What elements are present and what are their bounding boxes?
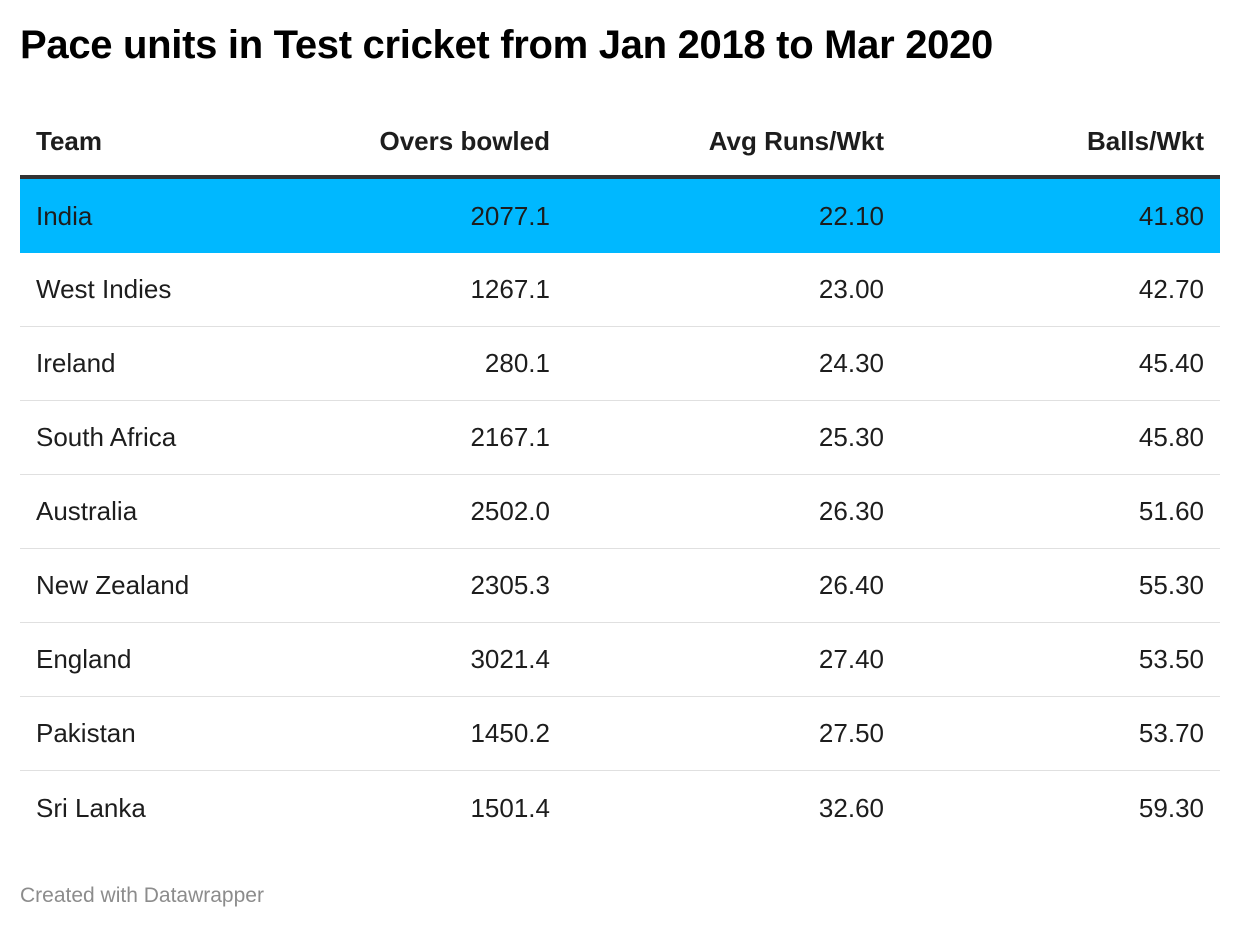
cell-team: Australia xyxy=(36,496,138,526)
column-header-overs-bowled: Overs bowled xyxy=(379,126,551,156)
cell-overs-bowled: 2167.1 xyxy=(470,422,550,452)
column-header-avg-runs-per-wkt: Avg Runs/Wkt xyxy=(708,126,884,156)
table-body: India 2077.1 22.10 41.80 West Indies 1267.1 23… xyxy=(20,179,1220,845)
table-row: Ireland 280.1 24.30 45.40 xyxy=(20,327,1220,401)
table-row: England 3021.4 27.40 53.50 xyxy=(20,623,1220,697)
cell-overs-bowled: 3021.4 xyxy=(470,644,550,674)
cell-avg-runs-per-wkt: 22.10 xyxy=(818,200,884,231)
data-table: Team Overs bowled Avg Runs/Wkt Balls/Wkt… xyxy=(20,108,1220,845)
cell-balls-per-wkt: 42.70 xyxy=(1138,274,1204,304)
cell-avg-runs-per-wkt: 26.30 xyxy=(818,496,884,526)
cell-overs-bowled: 1267.1 xyxy=(470,274,550,304)
cell-team: Ireland xyxy=(36,348,116,378)
column-header-balls-per-wkt: Balls/Wkt xyxy=(1086,126,1204,156)
cell-avg-runs-per-wkt: 23.00 xyxy=(818,274,884,304)
table-row: South Africa 2167.1 25.30 45.80 xyxy=(20,401,1220,475)
table-row: West Indies 1267.1 23.00 42.70 xyxy=(20,253,1220,327)
cell-overs-bowled: 1450.2 xyxy=(470,718,550,748)
table-header-row: Team Overs bowled Avg Runs/Wkt Balls/Wkt xyxy=(20,108,1220,179)
cell-balls-per-wkt: 41.80 xyxy=(1138,200,1204,231)
table-row: Sri Lanka 1501.4 32.60 59.30 xyxy=(20,771,1220,845)
cell-avg-runs-per-wkt: 32.60 xyxy=(818,792,884,823)
table-row: Pakistan 1450.2 27.50 53.70 xyxy=(20,697,1220,771)
cell-balls-per-wkt: 53.70 xyxy=(1138,718,1204,748)
cell-balls-per-wkt: 53.50 xyxy=(1138,644,1204,674)
cell-balls-per-wkt: 51.60 xyxy=(1138,496,1204,526)
cell-team: New Zealand xyxy=(36,570,190,600)
cell-team: India xyxy=(36,200,93,231)
cell-avg-runs-per-wkt: 25.30 xyxy=(818,422,884,452)
cell-balls-per-wkt: 45.80 xyxy=(1138,422,1204,452)
column-header-team: Team xyxy=(36,126,102,156)
cell-avg-runs-per-wkt: 27.50 xyxy=(818,718,884,748)
cell-overs-bowled: 2502.0 xyxy=(470,496,550,526)
table-row: Australia 2502.0 26.30 51.60 xyxy=(20,475,1220,549)
cell-overs-bowled: 280.1 xyxy=(484,348,550,378)
table-row: India 2077.1 22.10 41.80 xyxy=(20,179,1220,253)
table-row: New Zealand 2305.3 26.40 55.30 xyxy=(20,549,1220,623)
cell-team: Pakistan xyxy=(36,718,136,748)
cell-avg-runs-per-wkt: 26.40 xyxy=(818,570,884,600)
footer-credit: Created with Datawrapper xyxy=(20,884,264,907)
cell-overs-bowled: 2305.3 xyxy=(470,570,550,600)
cell-team: West Indies xyxy=(36,274,172,304)
chart-title: Pace units in Test cricket from Jan 2018… xyxy=(20,23,993,67)
cell-avg-runs-per-wkt: 24.30 xyxy=(818,348,884,378)
cell-avg-runs-per-wkt: 27.40 xyxy=(818,644,884,674)
cell-balls-per-wkt: 55.30 xyxy=(1138,570,1204,600)
cell-overs-bowled: 1501.4 xyxy=(470,792,550,823)
cell-overs-bowled: 2077.1 xyxy=(470,200,550,231)
cell-balls-per-wkt: 59.30 xyxy=(1138,792,1204,823)
cell-team: Sri Lanka xyxy=(36,792,146,823)
cell-team: South Africa xyxy=(36,422,177,452)
cell-balls-per-wkt: 45.40 xyxy=(1138,348,1204,378)
cell-team: England xyxy=(36,644,132,674)
